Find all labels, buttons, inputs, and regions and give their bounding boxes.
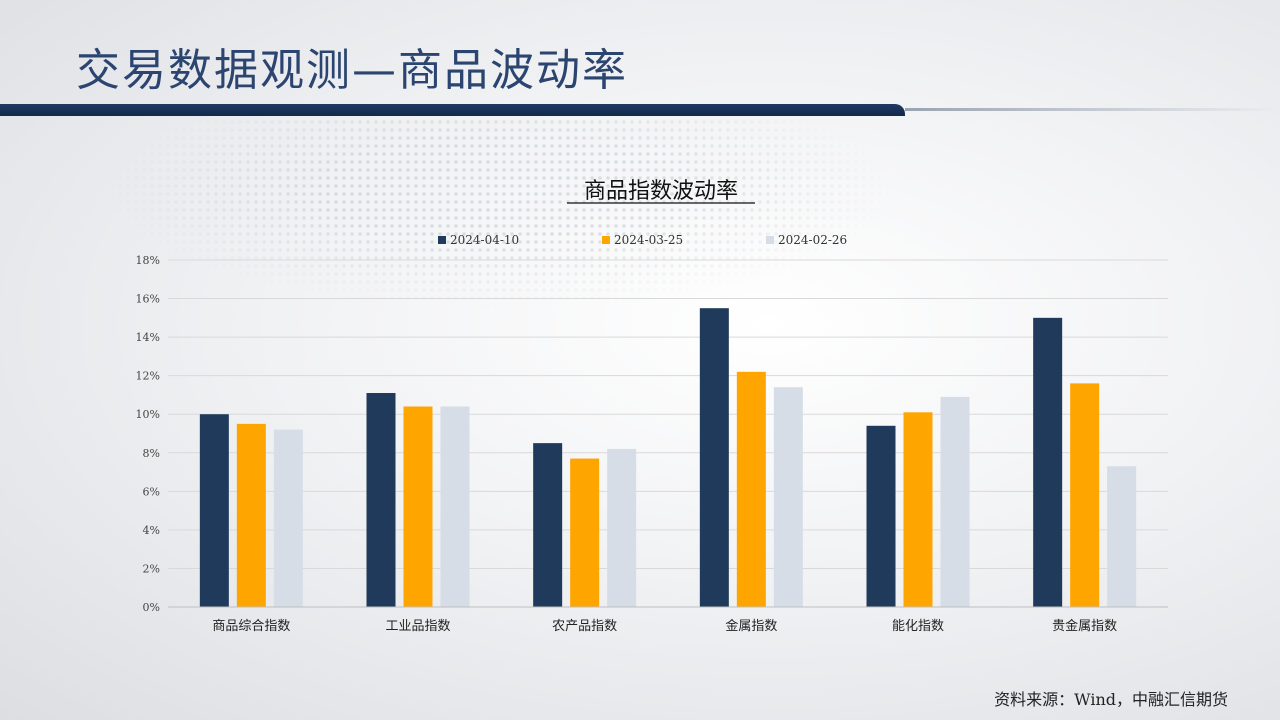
x-tick-label: 工业品指数 [385,619,450,634]
y-tick-label: 2% [143,562,160,575]
bar-2 [236,423,266,607]
y-tick-label: 8% [143,447,160,460]
legend-swatch [438,236,446,244]
bar-3 [607,448,637,607]
bar-3 [273,429,303,607]
bar-2 [903,412,933,607]
page-title: 交易数据观测—商品波动率 [76,45,628,96]
world-map-dot-pattern [100,110,900,310]
bar-2 [570,458,600,607]
x-tick-label: 农产品指数 [552,619,617,634]
bar-1 [366,393,396,607]
y-tick-label: 0% [143,601,160,614]
y-tick-label: 18% [136,254,160,267]
bar-1 [199,414,229,607]
x-tick-label: 金属指数 [725,618,777,634]
chart-title: 商品指数波动率 [584,179,738,204]
legend-swatch [766,236,774,244]
bar-2 [736,371,766,607]
bar-1 [699,308,729,607]
data-source-note: 资料来源：Wind，中融汇信期货 [994,690,1228,709]
bar-3 [773,387,803,607]
legend-label: 2024-04-10 [450,233,519,247]
y-tick-label: 10% [136,408,160,421]
x-tick-label: 贵金属指数 [1052,618,1117,634]
title-underline-bar [0,104,905,116]
legend-swatch [602,236,610,244]
legend-label: 2024-02-26 [778,233,847,247]
title-underline-fade [905,108,1280,111]
bars-layer [199,308,1137,607]
y-tick-label: 14% [136,331,160,344]
y-tick-label: 4% [143,524,160,537]
bar-1 [866,425,896,607]
x-tick-label: 商品综合指数 [212,619,290,634]
legend-label: 2024-03-25 [614,233,683,247]
bar-1 [533,443,563,607]
legend: 2024-04-10 2024-03-25 2024-02-26 [438,233,847,247]
bar-1 [1033,317,1063,607]
bar-3 [1107,466,1137,607]
bar-3 [440,406,470,607]
grid-layer [168,259,1168,569]
y-tick-label: 16% [136,293,160,306]
bar-2 [1070,383,1100,607]
axis-layer: 0% 2% 4% 6% 8% 10% 12% 14% 16% 18% 商品综合指数 工业品指数 农产品指… [136,254,1168,634]
y-tick-label: 6% [143,485,160,498]
bar-3 [940,396,970,607]
title-bar: 交易数据观测—商品波动率 [0,0,1280,310]
y-tick-label: 12% [136,370,160,383]
x-tick-label: 能化指数 [892,619,944,634]
bar-2 [403,406,433,607]
